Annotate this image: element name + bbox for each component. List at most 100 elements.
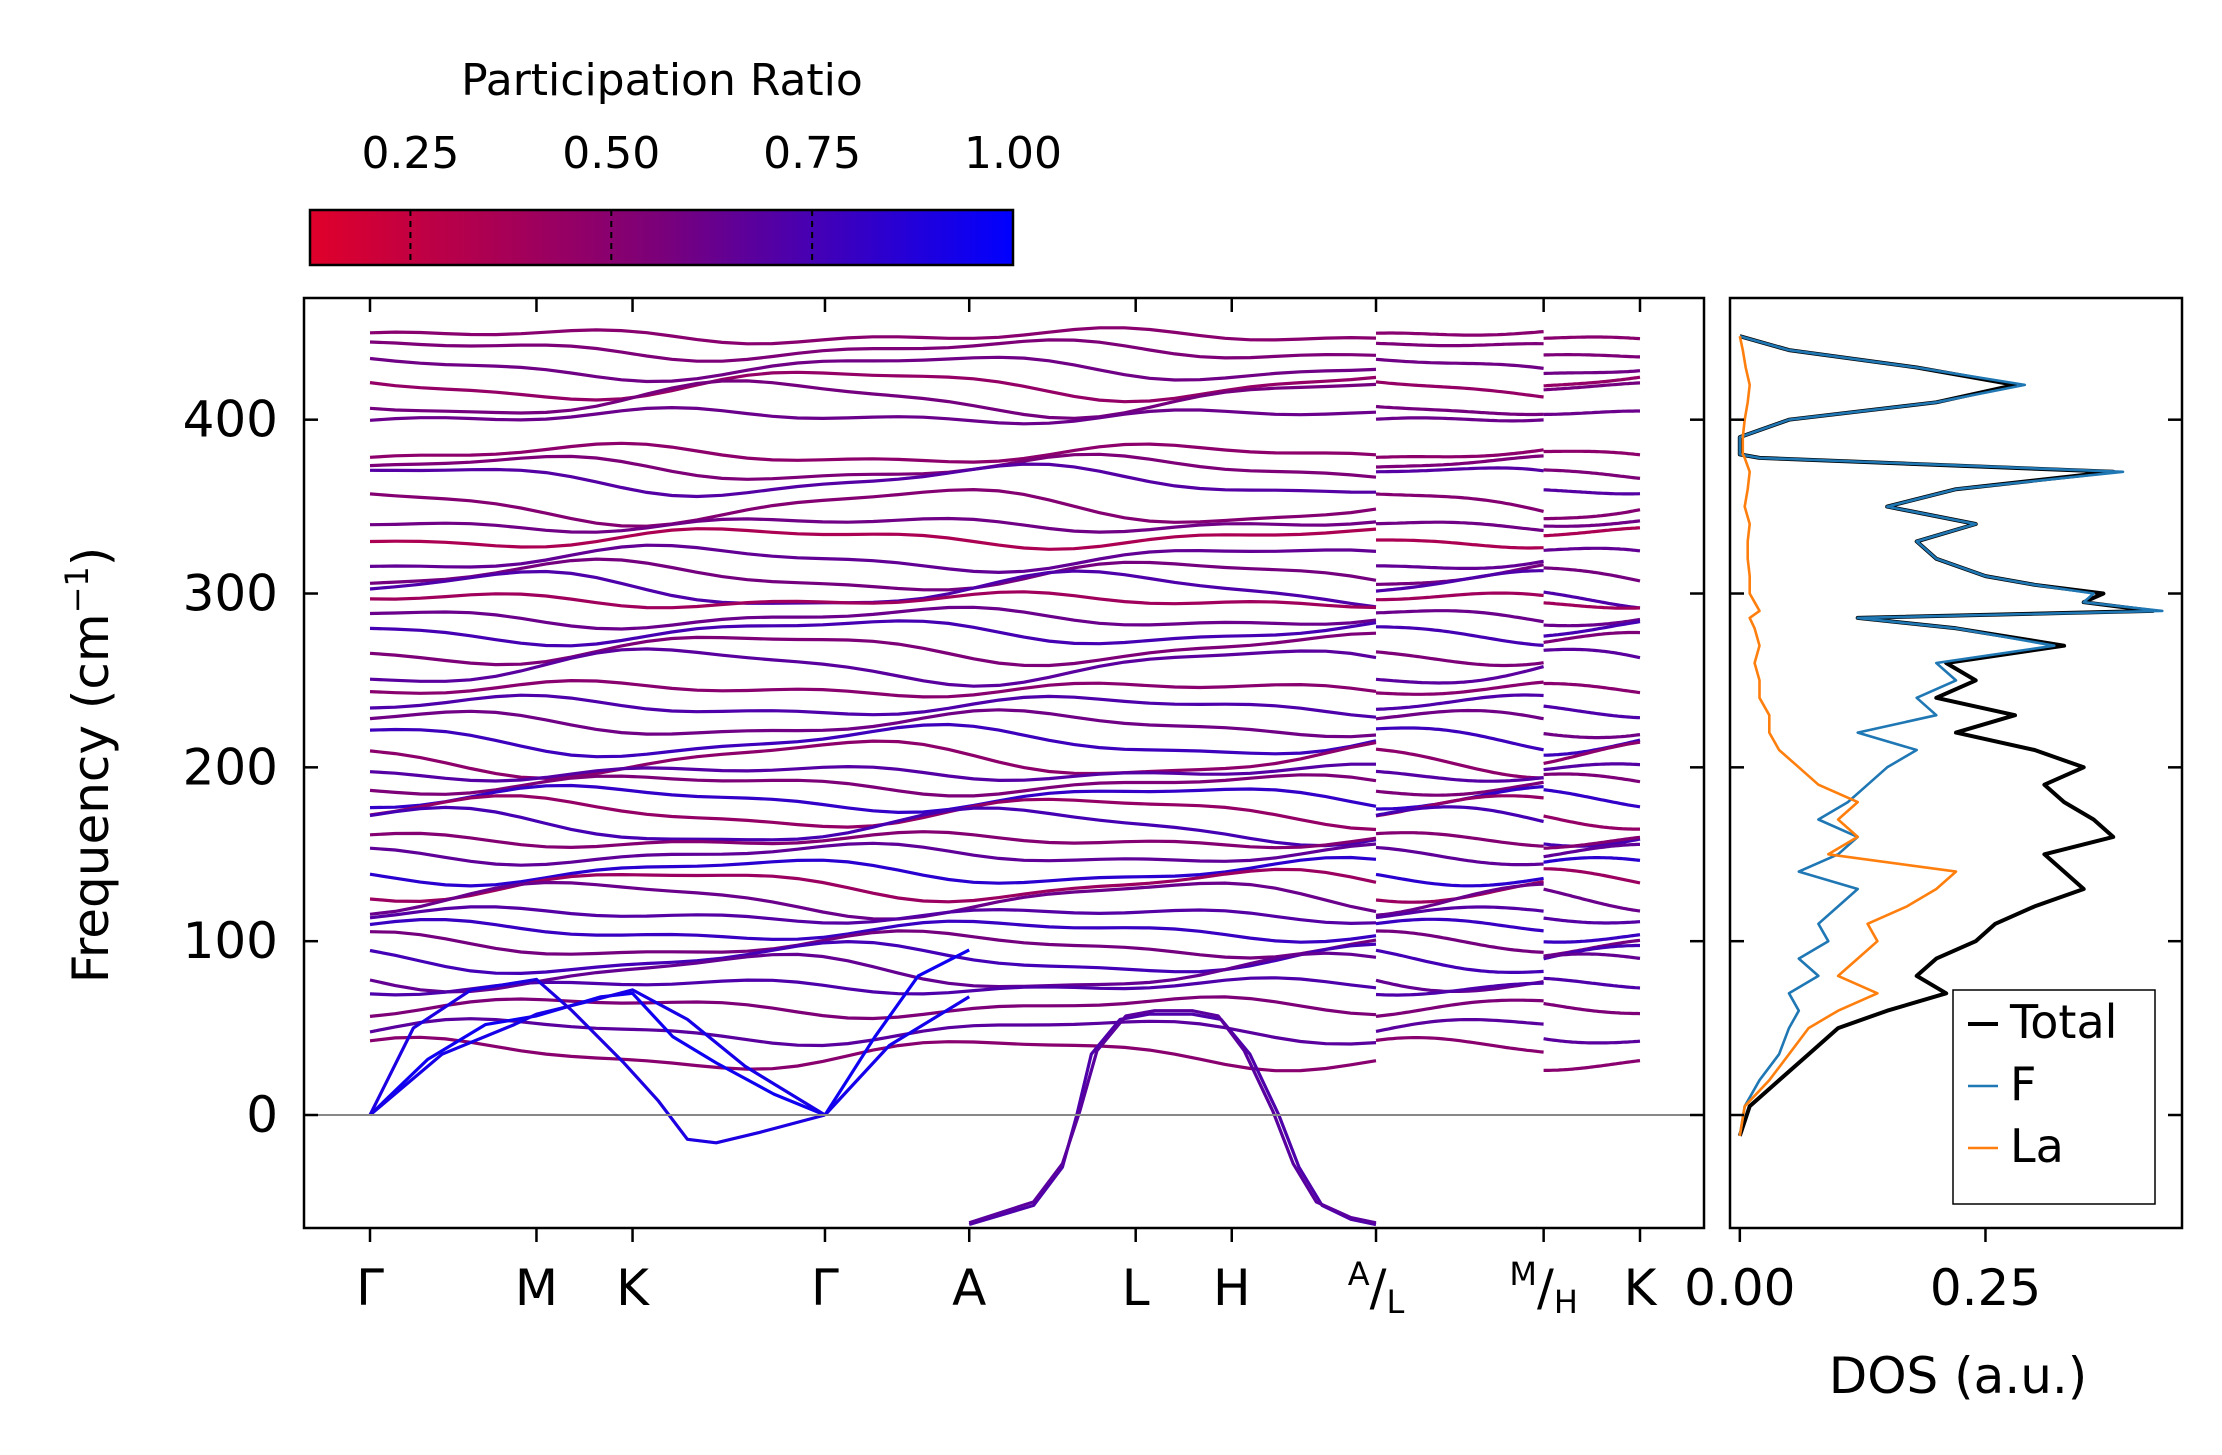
band-line bbox=[1375, 650, 1544, 668]
band-line bbox=[369, 783, 1377, 815]
band-line bbox=[369, 762, 1376, 783]
band-line bbox=[369, 370, 1377, 404]
band-line bbox=[369, 867, 1377, 904]
band-line bbox=[1375, 609, 1544, 624]
band-line bbox=[1376, 625, 1544, 647]
band-line bbox=[1375, 454, 1544, 469]
band-line bbox=[1543, 952, 1641, 960]
band-line bbox=[369, 338, 1377, 363]
band-line bbox=[1543, 916, 1641, 925]
y-tick-label: 200 bbox=[183, 738, 278, 796]
colorbar-tick-label: 0.50 bbox=[562, 128, 660, 179]
band-line bbox=[1543, 546, 1641, 553]
band-line bbox=[1375, 726, 1544, 752]
band-line bbox=[1543, 704, 1641, 720]
band-line bbox=[1543, 369, 1641, 376]
x-tick-label: Γ bbox=[356, 1259, 384, 1317]
band-line bbox=[1543, 617, 1641, 628]
dos-panel: 0.00 0.25 DOS (a.u.) Total F La bbox=[1684, 296, 2184, 1405]
band-line bbox=[1543, 488, 1641, 496]
dos-x-tick-label: 0.00 bbox=[1684, 1259, 1795, 1317]
dos-x-axis-label: DOS (a.u.) bbox=[1829, 1347, 2088, 1405]
band-line bbox=[1375, 780, 1544, 797]
colorbar-tick-label: 0.75 bbox=[763, 128, 861, 179]
band-line bbox=[369, 487, 1377, 528]
band-line bbox=[1375, 559, 1544, 570]
band-line bbox=[369, 557, 1377, 592]
band-line bbox=[1376, 929, 1544, 954]
band-line bbox=[1375, 448, 1544, 459]
dos-curves bbox=[1737, 334, 2164, 1137]
x-tick-label: A bbox=[952, 1259, 986, 1317]
band-line bbox=[369, 905, 1377, 926]
y-tick-label: 0 bbox=[246, 1086, 278, 1144]
band-line bbox=[1375, 905, 1544, 920]
band-line bbox=[369, 379, 1377, 420]
band-line bbox=[1543, 788, 1641, 809]
band-line bbox=[1375, 330, 1544, 337]
legend-label: La bbox=[2010, 1119, 2064, 1173]
band-line bbox=[1543, 1059, 1641, 1072]
band-line bbox=[1375, 769, 1544, 783]
band-line bbox=[369, 708, 1377, 739]
band-line bbox=[1375, 845, 1544, 867]
band-line bbox=[1543, 976, 1641, 990]
band-line bbox=[1375, 1018, 1544, 1033]
band-line bbox=[369, 590, 1377, 610]
legend-label: F bbox=[2010, 1057, 2036, 1111]
band-line bbox=[1375, 882, 1544, 917]
band-x-axis: Γ M K Γ A L H A/LM/H K bbox=[356, 298, 1658, 1321]
x-tick-label: L bbox=[1122, 1259, 1150, 1317]
band-line bbox=[369, 405, 1377, 426]
x-tick-label: M bbox=[515, 1259, 558, 1317]
band-line bbox=[1543, 647, 1641, 660]
band-line bbox=[369, 693, 1377, 719]
band-line bbox=[369, 1035, 1377, 1073]
band-line bbox=[1543, 409, 1640, 417]
band-line bbox=[369, 678, 1377, 699]
band-branch-acoustic-2 bbox=[368, 988, 826, 1117]
band-line bbox=[369, 976, 1377, 997]
band-line bbox=[1543, 842, 1640, 859]
band-line bbox=[1543, 630, 1641, 644]
x-tick-label: K bbox=[616, 1259, 650, 1317]
band-line bbox=[1375, 357, 1544, 370]
band-line bbox=[369, 631, 1377, 668]
band-line bbox=[369, 939, 1377, 976]
colorbar-tick-label: 1.00 bbox=[964, 128, 1062, 179]
band-line bbox=[369, 605, 1377, 631]
band-line bbox=[1375, 708, 1544, 721]
band-line bbox=[369, 722, 1377, 759]
band-branch-acoustic-5 bbox=[823, 995, 971, 1117]
x-tick-label: A/L bbox=[1348, 1255, 1405, 1321]
y-tick-label: 100 bbox=[183, 912, 278, 970]
band-line bbox=[1375, 998, 1544, 1018]
band-line bbox=[1543, 381, 1641, 392]
colorbar-ticks bbox=[409, 210, 814, 265]
band-line bbox=[369, 995, 1377, 1021]
band-curves bbox=[368, 326, 1641, 1227]
band-line bbox=[369, 527, 1377, 551]
band-line bbox=[369, 929, 1377, 960]
band-line bbox=[1543, 814, 1640, 831]
band-line bbox=[1543, 508, 1641, 521]
band-line bbox=[1375, 416, 1544, 423]
band-line bbox=[369, 452, 1377, 481]
x-tick-label: Γ bbox=[811, 1259, 839, 1317]
band-line bbox=[1543, 449, 1641, 457]
band-line bbox=[1543, 519, 1641, 528]
band-line bbox=[1375, 466, 1544, 474]
band-branch-acoustic-4 bbox=[823, 948, 970, 1116]
band-line bbox=[369, 462, 1377, 499]
band-axes-frame bbox=[302, 296, 1706, 1230]
band-line bbox=[1543, 353, 1640, 359]
band-line bbox=[1375, 404, 1544, 417]
band-line bbox=[1543, 335, 1641, 341]
band-line bbox=[1543, 526, 1641, 538]
band-line bbox=[1543, 620, 1641, 638]
x-tick-label: M/H bbox=[1509, 1255, 1578, 1321]
band-line bbox=[369, 773, 1377, 798]
band-line bbox=[369, 918, 1377, 944]
